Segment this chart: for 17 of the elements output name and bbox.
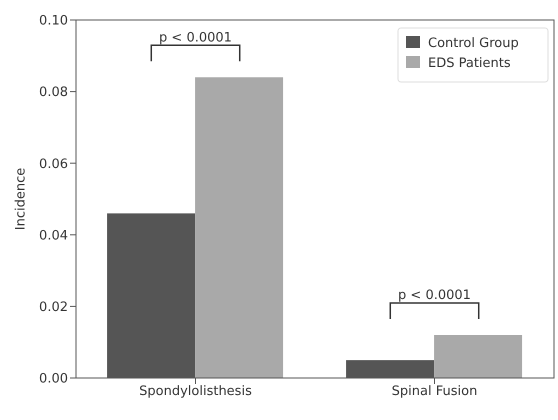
y-tick-label: 0.08 bbox=[39, 85, 68, 100]
annotation: p < 0.0001 bbox=[398, 288, 471, 304]
y-tick-label: 0.06 bbox=[39, 156, 68, 172]
y-axis-title: Incidence bbox=[14, 168, 29, 230]
legend-label: EDS Patients bbox=[428, 56, 511, 71]
y-tick-label: 0.10 bbox=[39, 14, 68, 29]
y-tick-label: 0.00 bbox=[39, 372, 68, 387]
bar bbox=[107, 213, 196, 378]
annotation: p < 0.0001 bbox=[159, 30, 232, 46]
legend-label: Control Group bbox=[428, 36, 519, 51]
bar bbox=[434, 335, 522, 378]
bar bbox=[195, 77, 284, 378]
y-tick-label: 0.02 bbox=[39, 300, 68, 316]
x-tick-label: Spinal Fusion bbox=[392, 384, 478, 400]
y-tick-label: 0.04 bbox=[39, 228, 68, 244]
bar bbox=[346, 360, 434, 378]
x-tick-label: Spondylolisthesis bbox=[139, 384, 252, 400]
